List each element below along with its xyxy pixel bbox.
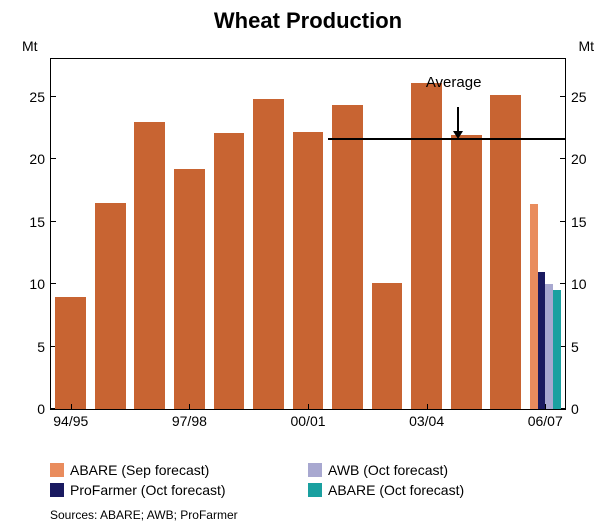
- legend-item: AWB (Oct forecast): [308, 462, 566, 478]
- y-tick-mark: [560, 158, 565, 159]
- x-tick-label: 00/01: [290, 413, 325, 429]
- forecast-bar: [538, 272, 546, 410]
- y-tick-mark: [560, 221, 565, 222]
- legend-label: ABARE (Oct forecast): [328, 482, 464, 498]
- y-tick-label: 5: [37, 339, 51, 355]
- y-tick-label: 10: [565, 276, 587, 292]
- y-tick-mark: [51, 158, 56, 159]
- legend-item: ProFarmer (Oct forecast): [50, 482, 308, 498]
- x-tick-mark: [71, 404, 72, 409]
- x-tick-label: 06/07: [528, 413, 563, 429]
- y-axis-unit-right: Mt: [578, 38, 594, 54]
- chart-container: Wheat Production Mt Mt 00551010151520202…: [0, 0, 616, 530]
- y-tick-mark: [560, 346, 565, 347]
- y-tick-label: 15: [29, 214, 51, 230]
- y-tick-label: 25: [565, 89, 587, 105]
- legend-swatch: [50, 483, 64, 497]
- y-tick-label: 5: [565, 339, 579, 355]
- legend-label: ProFarmer (Oct forecast): [70, 482, 226, 498]
- chart-title: Wheat Production: [0, 8, 616, 34]
- legend-item: ABARE (Oct forecast): [308, 482, 566, 498]
- average-line: [328, 138, 565, 140]
- bar: [411, 83, 442, 409]
- y-tick-mark: [560, 96, 565, 97]
- y-tick-mark: [51, 283, 56, 284]
- bar: [332, 105, 363, 409]
- y-tick-label: 10: [29, 276, 51, 292]
- y-tick-mark: [560, 408, 565, 409]
- x-tick-label: 94/95: [53, 413, 88, 429]
- legend-swatch: [50, 463, 64, 477]
- bar: [451, 135, 482, 409]
- forecast-bar: [553, 290, 561, 409]
- x-tick-mark: [545, 404, 546, 409]
- bar: [490, 95, 521, 409]
- sources-text: Sources: ABARE; AWB; ProFarmer: [50, 508, 238, 522]
- average-arrow: [457, 107, 459, 133]
- x-tick-label: 03/04: [409, 413, 444, 429]
- x-tick-mark: [308, 404, 309, 409]
- bar: [134, 122, 165, 410]
- bar: [214, 133, 245, 409]
- y-tick-label: 25: [29, 89, 51, 105]
- y-tick-mark: [560, 283, 565, 284]
- x-tick-label: 97/98: [172, 413, 207, 429]
- y-tick-mark: [51, 96, 56, 97]
- bar: [95, 203, 126, 409]
- y-tick-label: 20: [565, 151, 587, 167]
- bar: [55, 297, 86, 410]
- bar: [372, 283, 403, 409]
- average-label: Average: [426, 74, 482, 91]
- legend-swatch: [308, 463, 322, 477]
- y-tick-label: 20: [29, 151, 51, 167]
- legend-swatch: [308, 483, 322, 497]
- forecast-bar: [545, 284, 553, 409]
- bar: [253, 99, 284, 409]
- legend-label: AWB (Oct forecast): [328, 462, 448, 478]
- legend-label: ABARE (Sep forecast): [70, 462, 209, 478]
- y-tick-label: 15: [565, 214, 587, 230]
- legend: ABARE (Sep forecast) AWB (Oct forecast) Pr…: [50, 462, 566, 498]
- x-tick-mark: [189, 404, 190, 409]
- plot-area: 0055101015152020252594/9597/9800/0103/04…: [50, 58, 566, 410]
- x-tick-mark: [427, 404, 428, 409]
- bar: [293, 132, 324, 410]
- bar: [174, 169, 205, 409]
- y-tick-label: 0: [37, 401, 51, 417]
- y-tick-mark: [51, 221, 56, 222]
- legend-item: ABARE (Sep forecast): [50, 462, 308, 478]
- y-axis-unit-left: Mt: [22, 38, 38, 54]
- forecast-bar: [530, 204, 538, 409]
- y-tick-label: 0: [565, 401, 579, 417]
